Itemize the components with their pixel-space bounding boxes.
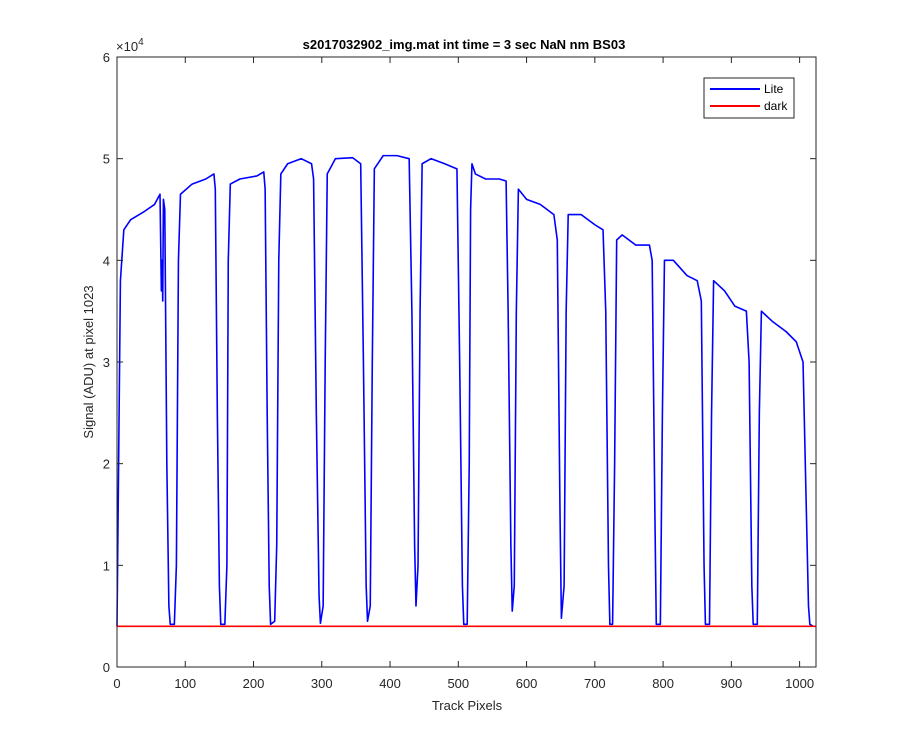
legend-box <box>703 77 795 119</box>
legend-label-lite: Lite <box>764 82 784 96</box>
y-tick-label: 6 <box>103 50 110 65</box>
x-tick-label: 300 <box>311 676 333 691</box>
plot-area <box>117 57 816 667</box>
y-tick-label: 5 <box>103 152 110 167</box>
series-line-lite <box>116 154 814 628</box>
y-tick-label: 3 <box>103 355 110 370</box>
chart-title: s2017032902_img.mat int time = 3 sec NaN… <box>303 37 626 52</box>
x-tick-label: 900 <box>721 676 743 691</box>
x-tick-label: 800 <box>652 676 674 691</box>
x-tick-label: 0 <box>113 676 120 691</box>
x-axis: 0 100 200 300 400 500 600 700 800 900 1000 <box>113 57 814 691</box>
y-tick-label: 0 <box>103 660 110 675</box>
x-tick-label: 700 <box>584 676 606 691</box>
y-axis-label: Signal (ADU) at pixel 1023 <box>81 285 96 438</box>
y-axis: 0 1 2 3 4 5 6 <box>103 50 816 675</box>
x-tick-label: 500 <box>447 676 469 691</box>
y-tick-label: 4 <box>103 253 110 268</box>
x-tick-label: 100 <box>174 676 196 691</box>
legend-label-dark: dark <box>764 99 788 113</box>
x-tick-label: 400 <box>379 676 401 691</box>
y-axis-exponent: ×104 <box>116 37 144 54</box>
legend: Lite dark <box>703 77 795 119</box>
y-tick-label: 1 <box>103 558 110 573</box>
x-tick-label: 1000 <box>785 676 814 691</box>
x-axis-label: Track Pixels <box>432 698 503 713</box>
x-tick-label: 200 <box>243 676 265 691</box>
y-tick-label: 2 <box>103 457 110 472</box>
series-layer <box>116 154 816 628</box>
x-tick-label: 600 <box>516 676 538 691</box>
